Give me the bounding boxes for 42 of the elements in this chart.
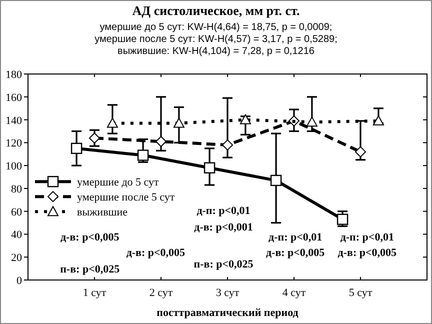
point: [336, 214, 348, 225]
chart-subtitle: умершие до 5 сут: KW-H(4,64) = 18,75, p = 0,0009; умершие после 5 сут: KW-H(4,57) = 3,17, p = 0,5289; выжившие: KW-H(4,104) = 7,28, p = 0,1216: [94, 22, 338, 57]
legend-label: умершие до 5 сут: [77, 176, 160, 189]
legend-label: выжившие: [77, 206, 128, 219]
point: [240, 114, 251, 124]
point: [270, 174, 282, 186]
x-tick-label: 5 сут: [348, 287, 372, 299]
annotation: д-п: p<0,01: [196, 204, 250, 217]
annotation: п-в: p<0,025: [60, 264, 120, 276]
point: [173, 118, 184, 128]
annotation: п-в: p<0,025: [194, 258, 254, 271]
annotation: д-в: p<0,005: [266, 247, 326, 260]
annotation: д-в: p<0,005: [60, 232, 120, 244]
x-tick-label: 1 сут: [82, 287, 106, 299]
point: [306, 116, 318, 127]
y-tick-label: 40: [11, 229, 22, 242]
x-tick-label: 3 сут: [216, 287, 240, 299]
x-axis-title: посттравматический период: [156, 307, 299, 319]
point: [137, 150, 149, 161]
y-tick-label: 140: [6, 114, 22, 127]
y-tick-label: 180: [6, 69, 22, 81]
point: [70, 142, 82, 154]
legend-label: умершие после 5 сут: [77, 192, 175, 204]
y-tick-label: 100: [6, 160, 22, 173]
annotation: д-п: p<0,01: [340, 232, 394, 244]
y-tick-label: 60: [11, 206, 22, 218]
annotation: д-п: p<0,01: [268, 232, 322, 244]
annotation: д-в: p<0,005: [338, 247, 398, 260]
y-tick-label: 0: [16, 275, 22, 287]
annotation: д-в: p<0,001: [194, 221, 253, 234]
y-tick-label: 80: [11, 183, 22, 196]
x-tick-label: 2 сут: [149, 287, 173, 299]
annotation: д-в: p<0,005: [126, 247, 186, 260]
point: [204, 162, 216, 174]
y-tick-label: 20: [11, 252, 22, 264]
point: [106, 118, 118, 128]
chart-title: АД систолическое, мм рт. ст.: [132, 3, 300, 18]
point: [222, 139, 233, 150]
y-tick-label: 160: [6, 92, 22, 104]
point: [372, 115, 384, 126]
x-tick-label: 4 сут: [282, 287, 306, 299]
y-tick-label: 120: [6, 138, 22, 150]
